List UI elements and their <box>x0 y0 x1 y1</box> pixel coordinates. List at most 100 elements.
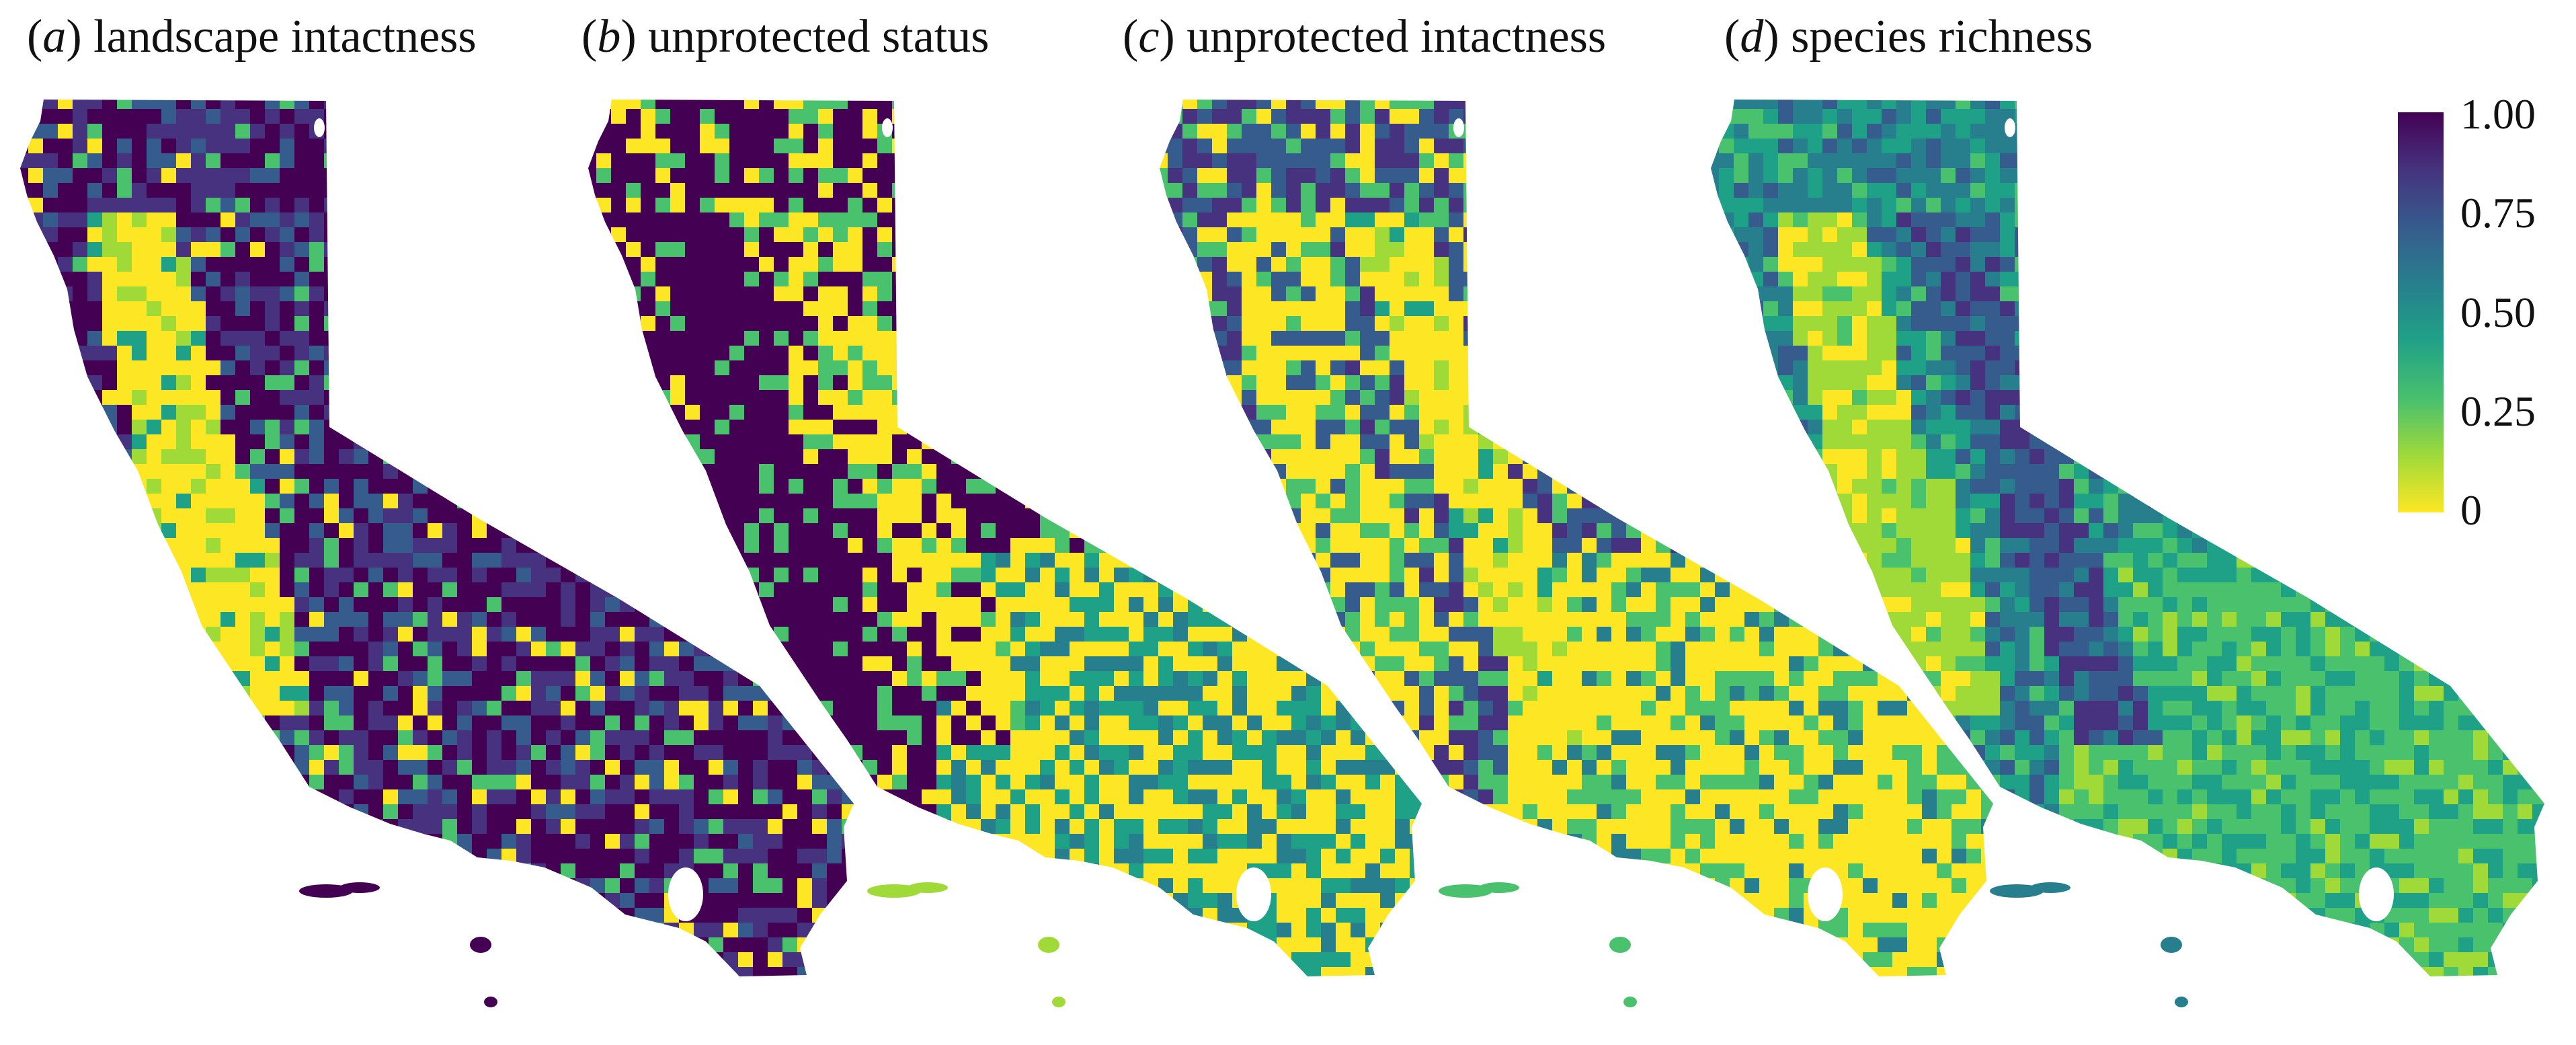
map-cell <box>892 183 908 198</box>
map-cell <box>472 434 487 450</box>
map-cell <box>413 434 428 450</box>
map-cell <box>28 227 44 243</box>
map-cell <box>877 434 893 450</box>
map-cell <box>996 434 1011 450</box>
map-cell <box>753 804 768 820</box>
map-cell <box>768 789 783 805</box>
lake-shape <box>668 867 703 921</box>
map-cell <box>1143 449 1159 465</box>
map-cell <box>368 464 384 479</box>
map-cell <box>368 642 384 657</box>
map-cell <box>339 952 354 968</box>
map-cell <box>605 834 620 849</box>
map-cell <box>43 775 58 790</box>
map-cell <box>250 789 266 805</box>
map-cell <box>324 375 339 391</box>
map-cell <box>936 257 952 272</box>
map-cell <box>715 100 730 110</box>
map-cell <box>280 834 295 849</box>
map-cell <box>649 582 665 598</box>
map-cell <box>709 893 724 908</box>
map-cell <box>191 834 206 849</box>
map-cell <box>862 153 878 169</box>
map-cell <box>789 227 804 243</box>
map-cell <box>620 508 635 524</box>
map-cell <box>250 331 266 346</box>
map-cell <box>161 464 177 479</box>
map-cell <box>694 701 709 716</box>
map-cell <box>1143 316 1159 332</box>
map-cell <box>324 923 339 938</box>
map-cell <box>28 346 44 361</box>
map-cell <box>516 671 532 687</box>
map-cell <box>907 420 922 435</box>
map-cell <box>1070 198 1085 213</box>
map-cell <box>501 390 517 405</box>
map-cell <box>1158 420 1174 435</box>
map-cell <box>383 715 399 731</box>
map-cell <box>723 804 739 820</box>
map-cell <box>398 434 413 450</box>
map-cell <box>635 967 650 976</box>
map-cell <box>981 242 996 258</box>
map-cell <box>220 124 236 139</box>
map-cell <box>848 153 863 169</box>
map-cell <box>161 804 177 820</box>
map-cell <box>575 508 591 524</box>
map-cell <box>235 686 251 701</box>
map-cell <box>546 449 561 465</box>
map-cell <box>590 642 606 657</box>
map-cell <box>28 597 44 613</box>
map-cell <box>368 730 384 746</box>
map-cell <box>575 168 591 184</box>
map-cell <box>1040 360 1055 376</box>
map-cell <box>294 967 310 976</box>
map-cell <box>922 301 937 317</box>
map-cell <box>472 212 487 228</box>
map-cell <box>428 834 443 849</box>
map-cell <box>996 153 1011 169</box>
map-cell <box>206 686 221 701</box>
map-cell <box>413 863 428 879</box>
map-cell <box>818 464 834 479</box>
map-cell <box>102 449 118 465</box>
map-cell <box>265 553 280 568</box>
map-cell <box>531 568 547 583</box>
map-cell <box>641 390 656 405</box>
map-cell <box>753 849 768 864</box>
map-cell <box>206 390 221 405</box>
map-cell <box>132 286 147 302</box>
map-cell <box>531 923 547 938</box>
map-cell <box>176 242 192 258</box>
map-cell <box>575 272 591 287</box>
map-cell <box>516 627 532 642</box>
map-cell <box>744 124 760 139</box>
map-cell <box>501 109 517 124</box>
map-cell <box>487 494 502 509</box>
map-cell <box>265 760 280 775</box>
map-cell <box>354 434 369 450</box>
map-cell <box>383 642 399 657</box>
map-cell <box>487 908 502 923</box>
map-cell <box>147 272 162 287</box>
map-cell <box>803 464 819 479</box>
map-cell <box>487 272 502 287</box>
map-cell <box>1114 139 1129 154</box>
map-cell <box>848 464 863 479</box>
map-cell <box>635 582 650 598</box>
map-cell <box>324 701 339 716</box>
map-cell <box>670 227 686 243</box>
map-cell <box>1025 124 1041 139</box>
map-cell <box>715 257 730 272</box>
map-cell <box>235 715 251 731</box>
map-cell <box>635 878 650 894</box>
map-cell <box>981 257 996 272</box>
map-cell <box>1143 346 1159 361</box>
map-cell <box>501 612 517 627</box>
map-cell <box>413 627 428 642</box>
map-cell <box>641 346 656 361</box>
map-cell <box>753 701 768 716</box>
map-cell <box>250 168 266 184</box>
map-cell <box>1055 168 1070 184</box>
map-cell <box>664 789 680 805</box>
